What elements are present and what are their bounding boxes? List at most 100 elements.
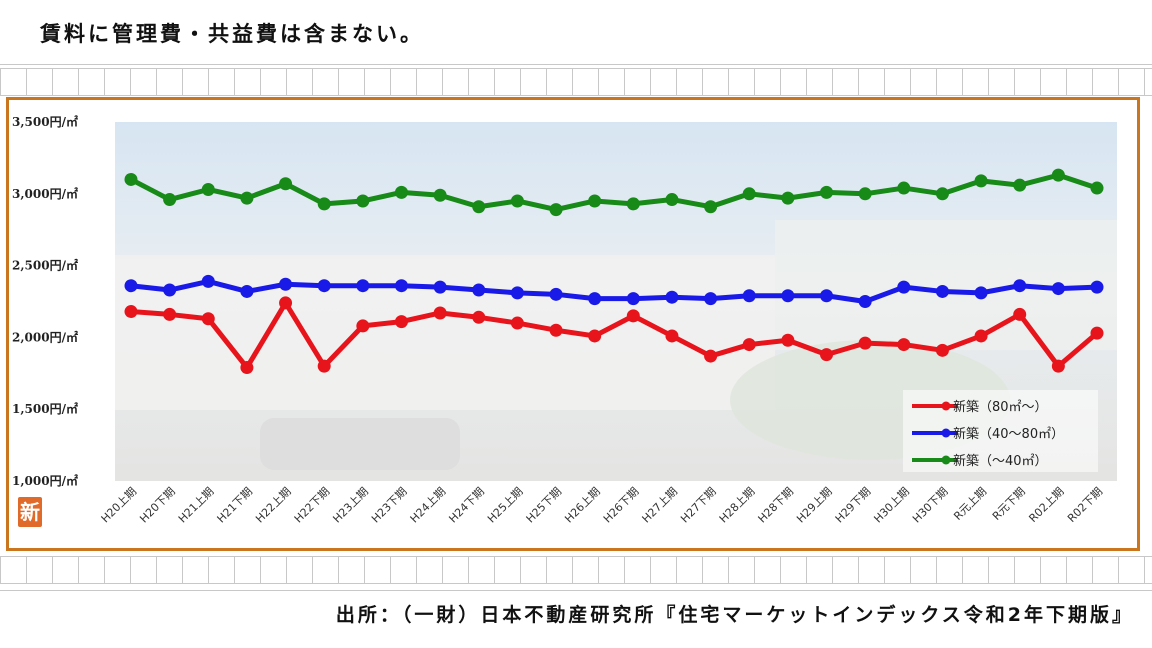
- y-tick-label: 2,500円/㎡: [12, 258, 78, 273]
- x-tick-label: H23下期: [369, 485, 410, 526]
- data-point: [510, 286, 524, 300]
- data-point: [935, 343, 949, 357]
- x-tick-label: H25下期: [524, 485, 565, 526]
- data-point: [1013, 279, 1027, 293]
- data-point: [820, 348, 834, 362]
- data-point: [163, 307, 177, 321]
- data-point: [163, 283, 177, 297]
- data-point: [897, 280, 911, 294]
- x-tick-label: H20下期: [137, 485, 178, 526]
- data-point: [317, 279, 331, 293]
- x-tick-label: H21上期: [176, 485, 217, 526]
- note-text: 賃料に管理費・共益費は含まない。: [40, 22, 424, 46]
- data-point: [394, 185, 408, 199]
- data-point: [510, 316, 524, 330]
- data-point: [201, 182, 215, 196]
- series-line: [129, 172, 1098, 213]
- data-point: [201, 274, 215, 288]
- data-point: [1090, 280, 1104, 294]
- data-point: [356, 279, 370, 293]
- legend-label: 新築（〜40㎡）: [953, 453, 1048, 469]
- legend-marker: [941, 428, 951, 438]
- data-point: [588, 194, 602, 208]
- data-point: [858, 336, 872, 350]
- data-point: [665, 193, 679, 207]
- x-tick-label: H20上期: [99, 485, 140, 526]
- data-point: [858, 187, 872, 201]
- data-point: [394, 315, 408, 329]
- x-tick-label: H22上期: [253, 485, 294, 526]
- data-point: [201, 312, 215, 326]
- x-tick-label: H27上期: [640, 485, 681, 526]
- data-point: [1051, 282, 1065, 296]
- legend-label: 新築（40〜80㎡）: [953, 426, 1064, 442]
- legend-marker: [941, 401, 951, 411]
- y-tick-label: 1,500円/㎡: [12, 401, 78, 416]
- data-point: [510, 194, 524, 208]
- data-point: [240, 191, 254, 205]
- x-tick-label: H24下期: [446, 485, 487, 526]
- data-point: [356, 319, 370, 333]
- data-point: [665, 329, 679, 343]
- data-point: [317, 197, 331, 211]
- x-tick-label: H26上期: [562, 485, 603, 526]
- data-point: [356, 194, 370, 208]
- data-point: [549, 323, 563, 337]
- data-point: [433, 306, 447, 320]
- new-badge-icon: 新: [18, 497, 42, 527]
- y-tick-label: 1,000円/㎡: [12, 473, 78, 488]
- data-point: [974, 174, 988, 188]
- x-tick-label: H21下期: [215, 485, 256, 526]
- data-point: [935, 187, 949, 201]
- data-point: [1090, 326, 1104, 340]
- data-point: [549, 287, 563, 301]
- x-tick-label: H30下期: [910, 485, 951, 526]
- data-point: [240, 361, 254, 375]
- data-point: [279, 277, 293, 291]
- x-tick-label: H24上期: [408, 485, 449, 526]
- x-tick-label: H23上期: [330, 485, 371, 526]
- x-tick-label: H29下期: [833, 485, 874, 526]
- y-tick-label: 3,500円/㎡: [12, 114, 78, 129]
- data-point: [1013, 307, 1027, 321]
- data-point: [124, 305, 138, 319]
- data-point: [472, 200, 486, 214]
- data-point: [394, 279, 408, 293]
- data-point: [935, 284, 949, 298]
- background-building: [775, 220, 1117, 350]
- data-point: [1013, 178, 1027, 192]
- data-point: [317, 359, 331, 373]
- data-point: [742, 338, 756, 352]
- data-point: [704, 200, 718, 214]
- data-point: [626, 309, 640, 323]
- data-point: [279, 296, 293, 310]
- data-point: [974, 329, 988, 343]
- data-point: [897, 338, 911, 352]
- data-point: [1090, 181, 1104, 195]
- data-point: [897, 181, 911, 195]
- x-tick-label: R元上期: [951, 485, 989, 523]
- data-point: [549, 203, 563, 217]
- data-point: [433, 280, 447, 294]
- source-text: 出所：（一財）日本不動産研究所『住宅マーケットインデックス令和2年下期版』: [335, 604, 1134, 626]
- x-tick-label: R元下期: [990, 485, 1028, 523]
- data-point: [124, 279, 138, 293]
- data-point: [704, 349, 718, 363]
- data-point: [588, 292, 602, 306]
- data-point: [472, 310, 486, 324]
- y-tick-label: 2,000円/㎡: [12, 329, 78, 344]
- data-point: [279, 177, 293, 191]
- data-point: [163, 193, 177, 207]
- data-point: [704, 292, 718, 306]
- data-point: [742, 187, 756, 201]
- y-tick-label: 3,000円/㎡: [12, 186, 78, 201]
- legend-marker: [941, 455, 951, 465]
- data-point: [742, 289, 756, 303]
- data-point: [1051, 359, 1065, 373]
- data-point: [974, 286, 988, 300]
- x-tick-label: H22下期: [292, 485, 333, 526]
- data-point: [626, 197, 640, 211]
- x-tick-label: H28上期: [717, 485, 758, 526]
- x-tick-label: H30上期: [871, 485, 912, 526]
- data-point: [1051, 168, 1065, 182]
